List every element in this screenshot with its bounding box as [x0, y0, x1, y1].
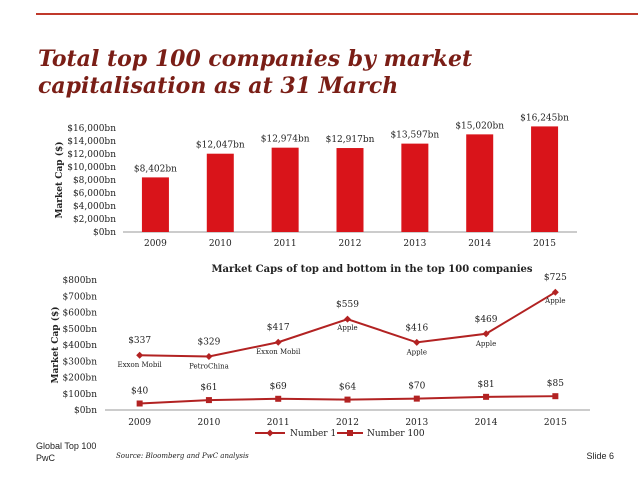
series-number-1-point: [344, 315, 351, 323]
bar-x-tick-label: 2010: [209, 239, 232, 249]
bar-data-label: $12,047bn: [196, 141, 245, 151]
bar-x-tick-label: 2014: [468, 239, 491, 249]
footer: Global Top 100 PwC: [36, 440, 96, 464]
bar-y-tick-label: $14,000bn: [67, 137, 116, 147]
bar-2011: [271, 147, 299, 232]
bar-data-label: $13,597bn: [390, 131, 439, 141]
bar-2014: [466, 134, 494, 232]
footer-brand: PwC: [36, 453, 56, 463]
series-number-1-data-label: $417: [267, 323, 290, 333]
series-number-1-annotation: Apple: [406, 348, 427, 356]
line-x-tick-label: 2010: [197, 418, 220, 428]
series-number-1-data-label: $329: [197, 338, 220, 348]
bar-x-tick-label: 2009: [144, 239, 167, 249]
line-y-tick-label: $400bn: [63, 341, 98, 351]
slide-title: Total top 100 companies by market capita…: [38, 46, 473, 99]
series-number-1-annotation: PetroChina: [189, 363, 229, 371]
legend-number-100-marker: [347, 430, 353, 436]
line-y-tick-label: $100bn: [63, 390, 98, 400]
bar-y-tick-label: $6,000bn: [73, 189, 116, 199]
series-number-100-point: [344, 396, 351, 403]
line-y-tick-label: $500bn: [63, 325, 98, 335]
series-number-1-data-label: $469: [475, 315, 498, 325]
series-number-100-data-label: $70: [408, 382, 425, 392]
series-number-100-data-label: $85: [547, 379, 564, 389]
line-x-tick-label: 2013: [405, 418, 428, 428]
series-number-100-point: [275, 395, 282, 402]
legend-number-1-label: Number 1: [290, 429, 336, 439]
bar-x-tick-label: 2015: [533, 239, 556, 249]
bar-y-tick-label: $16,000bn: [67, 124, 116, 134]
legend-number-1-marker: [266, 429, 274, 437]
series-number-1-annotation: Exxon Mobil: [256, 348, 301, 356]
bar-2010: [206, 153, 234, 232]
bar-2015: [531, 126, 559, 232]
line-y-tick-label: $300bn: [63, 357, 98, 367]
series-number-1-point: [551, 288, 559, 296]
bar-2013: [401, 143, 429, 232]
series-number-1-point: [205, 353, 213, 361]
bar-data-label: $15,020bn: [455, 121, 504, 131]
line-y-axis-label: Market Cap ($): [50, 307, 61, 384]
bar-y-tick-label: $10,000bn: [67, 163, 116, 173]
bar-x-tick-label: 2012: [339, 239, 362, 249]
series-number-100-point: [552, 393, 559, 400]
line-chart: Market Caps of top and bottom in the top…: [50, 264, 590, 439]
line-x-tick-label: 2012: [336, 418, 359, 428]
line-chart-title: Market Caps of top and bottom in the top…: [211, 264, 532, 275]
series-number-1-point: [136, 351, 144, 359]
series-number-1-point: [274, 338, 282, 346]
line-y-tick-label: $800bn: [63, 276, 98, 286]
bar-y-tick-label: $8,000bn: [73, 176, 116, 186]
bar-y-axis-label: Market Cap ($): [54, 142, 65, 219]
bar-2009: [141, 177, 169, 232]
bar-chart: $0bn $2,000bn $4,000bn $6,000bn $8,000bn $10,…: [54, 113, 577, 249]
bar-y-tick-label: $12,000bn: [67, 150, 116, 160]
series-number-1-point: [413, 338, 421, 346]
bar-x-tick-label: 2013: [403, 239, 426, 249]
series-number-1-annotation: Apple: [475, 340, 496, 348]
line-y-tick-label: $200bn: [63, 374, 98, 384]
series-number-100-point: [136, 400, 143, 407]
series-number-1-annotation: Apple: [336, 324, 357, 332]
line-y-tick-label: $700bn: [63, 292, 98, 302]
series-number-1-data-label: $559: [336, 300, 359, 310]
line-x-tick-label: 2015: [544, 418, 567, 428]
top-accent-line: [36, 13, 638, 15]
slide-number: Slide 6: [586, 451, 614, 461]
bar-y-tick-label: $4,000bn: [73, 202, 116, 212]
series-number-100-point: [205, 397, 212, 404]
series-number-1-point: [482, 330, 490, 338]
source-note: Source: Bloomberg and PwC analysis: [116, 452, 249, 460]
series-number-1-annotation: Exxon Mobil: [117, 361, 162, 369]
bar-data-label: $12,917bn: [326, 135, 375, 145]
line-y-tick-label: $600bn: [63, 309, 98, 319]
bar-data-label: $16,245bn: [520, 113, 569, 123]
series-number-100-point: [413, 395, 420, 402]
series-number-100-data-label: $40: [131, 387, 148, 397]
line-x-tick-label: 2009: [128, 418, 151, 428]
line-x-tick-label: 2014: [475, 418, 498, 428]
bar-y-tick-label: $0bn: [93, 228, 116, 238]
bar-2012: [336, 148, 364, 232]
series-number-100-data-label: $61: [200, 383, 217, 393]
bar-x-tick-label: 2011: [274, 239, 297, 249]
bar-y-tick-label: $2,000bn: [73, 215, 116, 225]
line-x-tick-label: 2011: [267, 418, 290, 428]
series-number-100-data-label: $81: [477, 380, 494, 390]
line-y-tick-label: $0bn: [74, 406, 97, 416]
legend-number-100-label: Number 100: [367, 429, 425, 439]
footer-org: Global Top 100: [36, 441, 97, 451]
bar-data-label: $12,974bn: [261, 135, 310, 145]
series-number-100-point: [483, 393, 490, 400]
series-number-1-annotation: Apple: [544, 297, 565, 305]
bar-data-label: $8,402bn: [134, 164, 177, 174]
series-number-1-data-label: $416: [405, 323, 428, 333]
series-number-1-data-label: $725: [544, 273, 567, 283]
series-number-100-data-label: $69: [270, 382, 287, 392]
series-number-1-data-label: $337: [128, 336, 151, 346]
series-number-100-data-label: $64: [339, 383, 356, 393]
